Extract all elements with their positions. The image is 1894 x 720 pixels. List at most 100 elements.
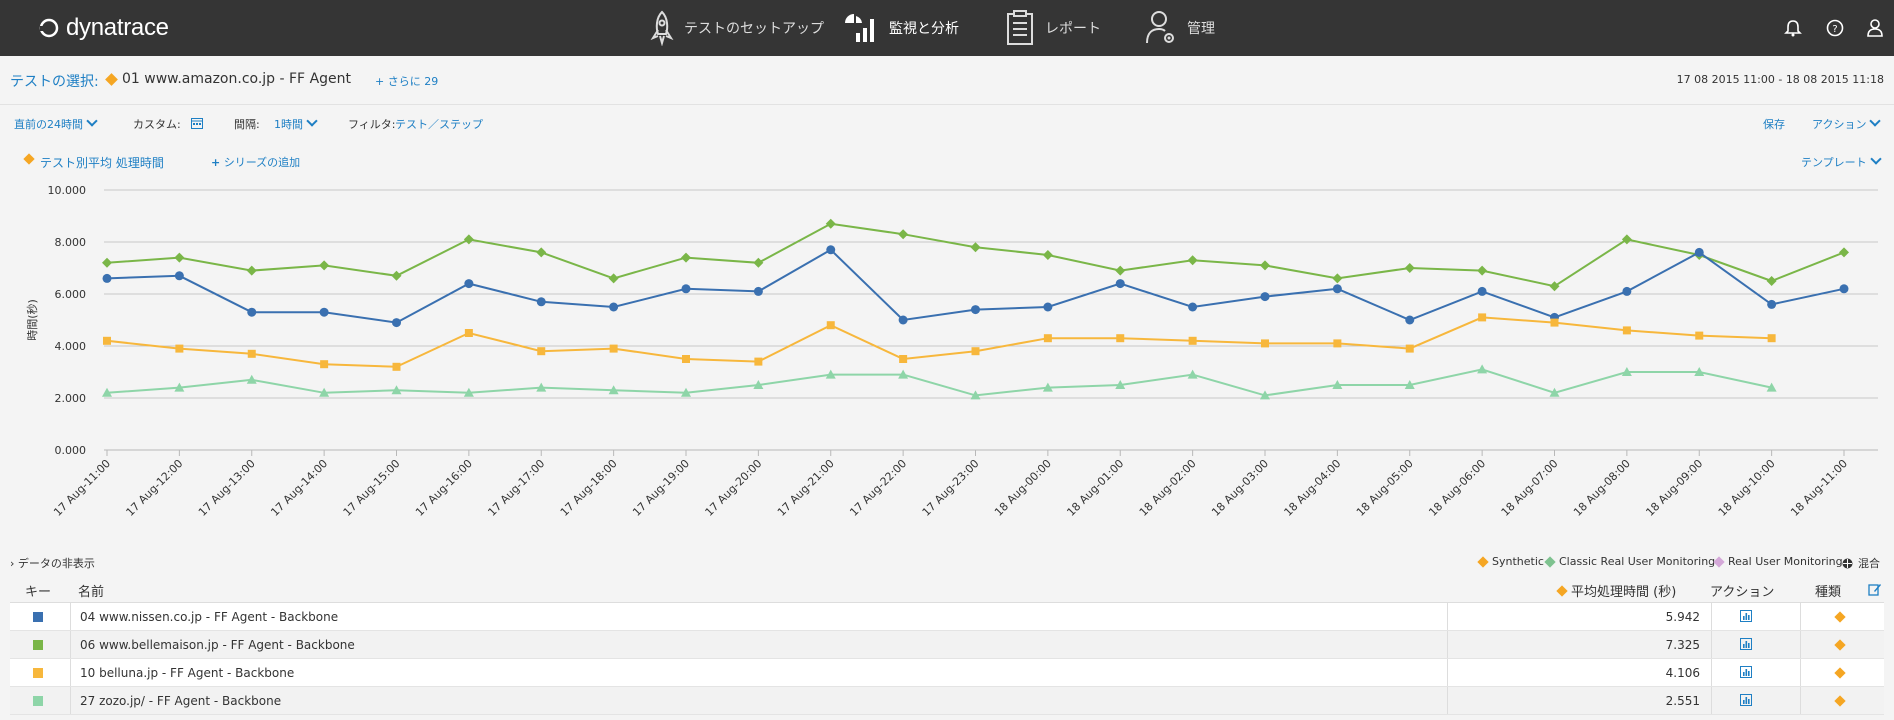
interval-dropdown[interactable]: 1時間 <box>274 115 318 132</box>
add-series-button[interactable]: + シリーズの追加 <box>211 154 300 170</box>
x-tick-label: 17 Aug-12:00 <box>124 457 186 519</box>
table-row[interactable]: 27 zozo.jp/ - FF Agent - Backbone 2.551 <box>10 687 1884 715</box>
data-point <box>392 362 401 371</box>
rocket-icon <box>650 10 674 46</box>
plus-icon: + <box>211 156 221 169</box>
data-point <box>1188 302 1198 312</box>
col-avg[interactable]: 平均処理時間 (秒) <box>1556 581 1676 600</box>
more-tests-link[interactable]: + さらに 29 <box>375 75 439 88</box>
col-action[interactable]: アクション <box>1710 585 1775 600</box>
data-point <box>608 385 619 395</box>
calendar-icon[interactable] <box>191 117 203 129</box>
dynatrace-logo[interactable]: dynatrace <box>38 14 169 42</box>
edit-columns-icon[interactable] <box>1868 582 1882 596</box>
filter-bar: 直前の24時間 カスタム: 間隔: 1時間 フィルタ: テスト／ステップ 保存 … <box>0 105 1894 141</box>
data-point <box>102 273 112 283</box>
data-point <box>1621 234 1632 245</box>
line-chart: 0.000 2.000 4.000 6.000 8.000 10.000 時間(秒) 17 A… <box>25 184 1878 519</box>
interval-value: 1時間 <box>274 118 303 131</box>
column-divider <box>1447 659 1448 686</box>
nav-reports[interactable]: レポート <box>1005 8 1101 48</box>
table-row[interactable]: 06 www.bellemaison.jp - FF Agent - Backb… <box>10 631 1884 659</box>
data-point <box>1766 276 1777 286</box>
nav-admin[interactable]: 管理 <box>1145 8 1215 48</box>
legend-rum: Real User Monitoring <box>1713 555 1843 568</box>
data-point <box>971 305 980 315</box>
data-point <box>319 260 330 271</box>
test-select-label[interactable]: テストの選択: <box>10 74 99 90</box>
test-name[interactable]: 06 www.bellemaison.jp - FF Agent - Backb… <box>80 638 355 652</box>
data-point <box>1115 279 1125 289</box>
data-point <box>463 387 474 397</box>
data-point <box>1622 326 1631 335</box>
data-point <box>825 218 836 229</box>
data-point <box>463 234 474 245</box>
data-point <box>753 380 764 389</box>
data-point <box>464 279 474 289</box>
x-tick-label: 18 Aug-05:00 <box>1354 457 1416 519</box>
data-point <box>102 387 112 397</box>
x-tick-label: 18 Aug-11:00 <box>1788 457 1850 519</box>
y-tick-label: 0.000 <box>55 444 87 457</box>
data-point <box>1261 339 1269 348</box>
data-point <box>899 355 908 363</box>
y-tick-label: 8.000 <box>55 236 87 249</box>
x-tick-label: 17 Aug-23:00 <box>920 457 982 519</box>
filter-value-link[interactable]: テスト／ステップ <box>395 118 483 131</box>
col-name[interactable]: 名前 <box>78 585 105 600</box>
test-name[interactable]: 10 belluna.jp - FF Agent - Backbone <box>80 666 295 680</box>
avg-time-value: 5.942 <box>1665 610 1700 624</box>
data-point <box>826 245 836 255</box>
column-divider <box>1800 687 1801 714</box>
x-tick-label: 18 Aug-09:00 <box>1643 457 1705 519</box>
help-icon[interactable]: ? <box>1825 18 1845 38</box>
top-navigation-bar: dynatrace テストのセットアップ 監視と分析 レポート <box>0 0 1894 56</box>
x-tick-label: 17 Aug-19:00 <box>630 457 692 519</box>
data-point <box>246 374 257 384</box>
data-point <box>1839 247 1849 258</box>
analyze-chart-icon[interactable] <box>1740 638 1752 650</box>
data-point <box>1332 273 1343 284</box>
bell-icon[interactable] <box>1783 18 1803 38</box>
nav-test-setup[interactable]: テストのセットアップ <box>650 8 824 48</box>
hide-data-toggle[interactable]: › データの非表示 <box>10 557 95 570</box>
selected-test[interactable]: 01 www.amazon.co.jp - FF Agent <box>122 71 352 87</box>
x-tick-label: 18 Aug-07:00 <box>1499 457 1561 519</box>
column-divider <box>1711 687 1712 714</box>
series-color-key <box>33 640 43 650</box>
user-icon[interactable] <box>1865 18 1885 38</box>
test-selection-bar: テストの選択: 01 www.amazon.co.jp - FF Agent +… <box>0 56 1894 105</box>
data-point <box>1260 292 1270 302</box>
synthetic-diamond-icon <box>1834 639 1846 651</box>
analyze-chart-icon[interactable] <box>1740 694 1752 706</box>
save-button[interactable]: 保存 <box>1763 118 1785 131</box>
x-tick-label: 18 Aug-04:00 <box>1282 457 1344 519</box>
column-divider <box>1800 631 1801 658</box>
y-axis-label: 時間(秒) <box>25 299 39 341</box>
synthetic-diamond-icon <box>1477 555 1489 568</box>
template-dropdown[interactable]: テンプレート <box>1801 153 1882 170</box>
test-name[interactable]: 27 zozo.jp/ - FF Agent - Backbone <box>80 694 282 708</box>
clipboard-icon <box>1007 10 1033 45</box>
table-row[interactable]: 10 belluna.jp - FF Agent - Backbone 4.106 <box>10 659 1884 687</box>
analyze-chart-icon[interactable] <box>1740 666 1752 678</box>
test-name[interactable]: 04 www.nissen.co.jp - FF Agent - Backbon… <box>80 610 339 624</box>
mixed-icon <box>1842 558 1853 568</box>
legend-label: 混合 <box>1858 557 1880 570</box>
series-bar: テスト別平均 処理時間 + シリーズの追加 テンプレート <box>0 143 1894 179</box>
data-point <box>1188 336 1197 345</box>
column-divider <box>1711 631 1712 658</box>
data-point <box>1405 344 1414 353</box>
metric-series-link[interactable]: テスト別平均 処理時間 <box>40 156 164 170</box>
col-key[interactable]: キー <box>25 585 52 600</box>
data-point <box>1766 382 1777 392</box>
action-dropdown[interactable]: アクション <box>1812 115 1882 132</box>
table-row[interactable]: 04 www.nissen.co.jp - FF Agent - Backbon… <box>10 603 1884 631</box>
nav-monitoring-analysis[interactable]: 監視と分析 <box>843 8 959 48</box>
data-point <box>825 369 836 379</box>
period-dropdown[interactable]: 直前の24時間 <box>14 115 98 132</box>
col-kind[interactable]: 種類 <box>1815 585 1842 600</box>
data-point <box>174 382 185 392</box>
chevron-down-icon <box>306 115 318 127</box>
analyze-chart-icon[interactable] <box>1740 610 1752 622</box>
